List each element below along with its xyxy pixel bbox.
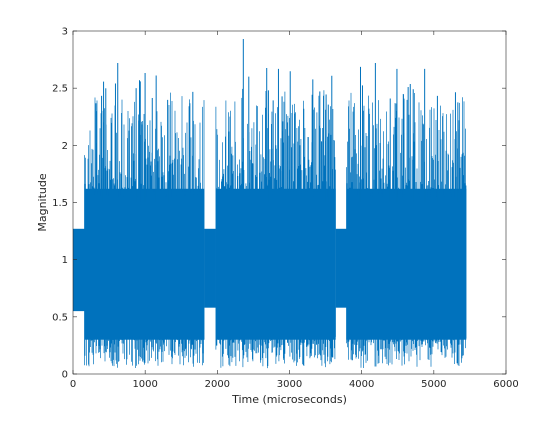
x-axis-label: Time (microseconds) [231, 393, 347, 406]
series-segment-burst [84, 63, 205, 368]
x-tick-label: 6000 [493, 379, 518, 390]
preamble-band [73, 228, 85, 312]
y-tick-label: 0.5 [52, 312, 68, 323]
x-ticks: 0 1000 2000 3000 4000 5000 6000 [70, 31, 519, 390]
series-segment-preamble [204, 228, 216, 308]
series-layer [73, 39, 467, 369]
x-tick-label: 5000 [421, 379, 446, 390]
y-ticks: 0 0.5 1 1.5 2 2.5 3 [52, 27, 506, 381]
y-tick-label: 3 [62, 27, 68, 38]
series-segment-burst [215, 39, 336, 369]
series-segment-preamble [73, 228, 85, 312]
y-tick-label: 2.5 [52, 84, 68, 95]
preamble-band [204, 228, 216, 308]
x-tick-label: 4000 [349, 379, 374, 390]
x-tick-label: 2000 [205, 379, 230, 390]
x-tick-label: 3000 [277, 379, 302, 390]
series-segment-preamble [335, 228, 347, 308]
x-tick-label: 0 [70, 379, 76, 390]
y-axis-label: Magnitude [36, 173, 49, 232]
burst-spikes [346, 92, 467, 368]
burst-spikes [84, 92, 205, 368]
y-tick-label: 1 [62, 255, 68, 266]
y-tick-label: 2 [62, 141, 68, 152]
preamble-band [335, 228, 347, 308]
y-tick-label: 0 [62, 370, 68, 381]
y-tick-label: 1.5 [52, 198, 68, 209]
burst-spikes [215, 88, 336, 369]
x-tick-label: 1000 [132, 379, 157, 390]
series-segment-burst [346, 63, 467, 368]
